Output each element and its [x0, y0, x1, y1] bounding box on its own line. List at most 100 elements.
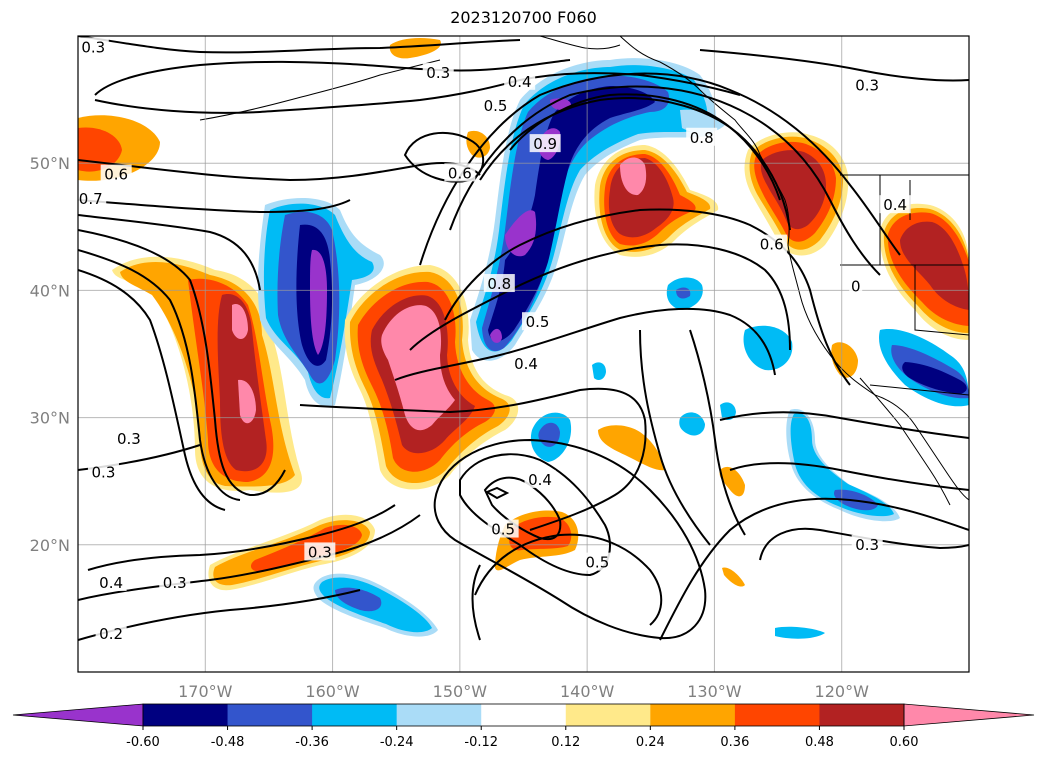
contour-label-text: 0.3 [92, 463, 116, 481]
contour-label-text: 0.4 [883, 196, 907, 214]
colorbar-outline [142, 703, 905, 727]
contour-label: 0.3 [304, 542, 336, 561]
contour-03-mid [299, 387, 647, 531]
contour-label-text: 0.8 [487, 275, 511, 293]
contour-label: 0.2 [95, 623, 127, 643]
contour-08-ridge [479, 97, 791, 231]
coast-baja [859, 377, 951, 506]
colorbar-label: -0.12 [464, 735, 498, 750]
contour-label: 0.5 [522, 312, 554, 331]
contour-label: 0.7 [75, 188, 107, 208]
contour-label-bg [524, 469, 556, 488]
colorbar-extend-low [12, 703, 144, 727]
contour-label: 0.4 [510, 354, 542, 373]
contour-label-bg [756, 234, 788, 253]
fill-128w-orange [719, 466, 745, 497]
contour-label-bg [95, 623, 127, 642]
contour-05-south-loop [483, 476, 562, 540]
contour-label-bg [159, 572, 191, 591]
contour-label-text: 0 [851, 278, 861, 296]
coast-alaska [619, 36, 969, 501]
contour-label-bg [113, 429, 145, 448]
contour-04-south-loop [459, 453, 611, 577]
axis-ticks: 170°W 160°W 150°W 140°W 130°W 120°W 20°N 30°N 40… [30, 154, 869, 701]
contour-04-east [729, 462, 969, 491]
contour-label-bg [879, 195, 911, 214]
contour-label: 0.3 [113, 429, 145, 448]
contour-04-mid [394, 307, 776, 381]
lat-tick-label: 50°N [30, 154, 70, 173]
contour-label-text: 0.3 [81, 38, 105, 56]
contour-label: 0.3 [422, 62, 454, 82]
colorbar-segment [650, 704, 736, 726]
colorbar-label: -0.24 [380, 735, 414, 750]
colorbar-segment [819, 704, 905, 726]
contour-06-east [719, 411, 969, 439]
contour-label-bg [487, 519, 519, 538]
contour-08-west [78, 214, 261, 291]
contour-label: 0.4 [879, 195, 911, 214]
contour-label: 0.3 [159, 572, 191, 592]
contour-label-bg [95, 572, 127, 591]
contour-05-south-bay [471, 564, 481, 641]
contour-label-bg [87, 462, 119, 481]
fill-165w-pink-b [238, 379, 256, 424]
colorbar-label: -0.60 [126, 735, 160, 750]
contour-label: 0.3 [77, 37, 109, 56]
contour-label: 0.4 [95, 572, 127, 592]
fill-144w-red [509, 516, 572, 551]
contour-label: 0.4 [504, 71, 536, 91]
contour-label-text: 0.6 [448, 164, 472, 182]
fill-128w-17n-orange [722, 567, 745, 587]
contour-label-bg [100, 164, 132, 183]
fill-140w-52n-lightblue [680, 109, 725, 133]
fill-151w-50n-orange [466, 130, 490, 158]
contour-trough-b [409, 243, 791, 351]
contour-label-bg [581, 552, 613, 571]
lon-tick-label: 160°W [305, 682, 360, 701]
contour-dip-a [639, 329, 711, 546]
fill-137w-pink [620, 157, 647, 196]
contour-label-text: 0.3 [426, 64, 450, 82]
contour-07-west [78, 199, 351, 214]
lon-tick-label: 130°W [687, 682, 742, 701]
colorbar-segment [481, 704, 567, 726]
contour-06-west [78, 159, 481, 182]
contour-label-text: 0.5 [585, 554, 609, 572]
contour-05-south-east [474, 533, 663, 626]
contour-label-text: 0.5 [526, 313, 550, 331]
contour-label: 0.4 [524, 469, 556, 489]
contour-label-text: 0.3 [308, 543, 332, 561]
contour-label-text: 0.3 [855, 536, 879, 554]
fill-bc-darkred [760, 150, 826, 230]
fill-150w-58n-orange [389, 37, 441, 59]
contour-06-loop [403, 131, 485, 183]
contour-inner-big-a [78, 249, 241, 501]
lon-tick-label: 170°W [178, 682, 233, 701]
contour-label: 0 [849, 276, 863, 296]
contour-inner-diamond [484, 486, 510, 500]
fill-113w-darkred [900, 221, 969, 310]
contour-label: 0.3 [851, 75, 883, 95]
contour-03-north [78, 36, 521, 54]
border-us-mexico [869, 384, 969, 396]
fill-35n-cyan [743, 325, 793, 371]
lon-tick-label: 140°W [560, 682, 615, 701]
contour-label-text: 0.4 [99, 574, 123, 592]
contour-label-bg [422, 62, 454, 81]
contour-label-text: 0.4 [514, 355, 538, 373]
contour-label-bg [851, 534, 883, 553]
colorbar-segment [734, 704, 820, 726]
colorbar-label: 0.12 [551, 735, 580, 750]
colorbar-segment [396, 704, 482, 726]
contour-label: 0.3 [851, 534, 883, 554]
lat-tick-label: 30°N [30, 409, 70, 428]
border-state-b [914, 265, 969, 336]
contour-label-text: 0.6 [104, 166, 128, 184]
contour-label-bg [522, 312, 554, 331]
contour-03-sw [87, 504, 396, 571]
contour-label-bg [686, 127, 718, 146]
chart-title: 2023120700 F060 [450, 8, 597, 27]
colorbar-label: -0.36 [295, 735, 329, 750]
fill-130w-cyan [679, 412, 705, 436]
